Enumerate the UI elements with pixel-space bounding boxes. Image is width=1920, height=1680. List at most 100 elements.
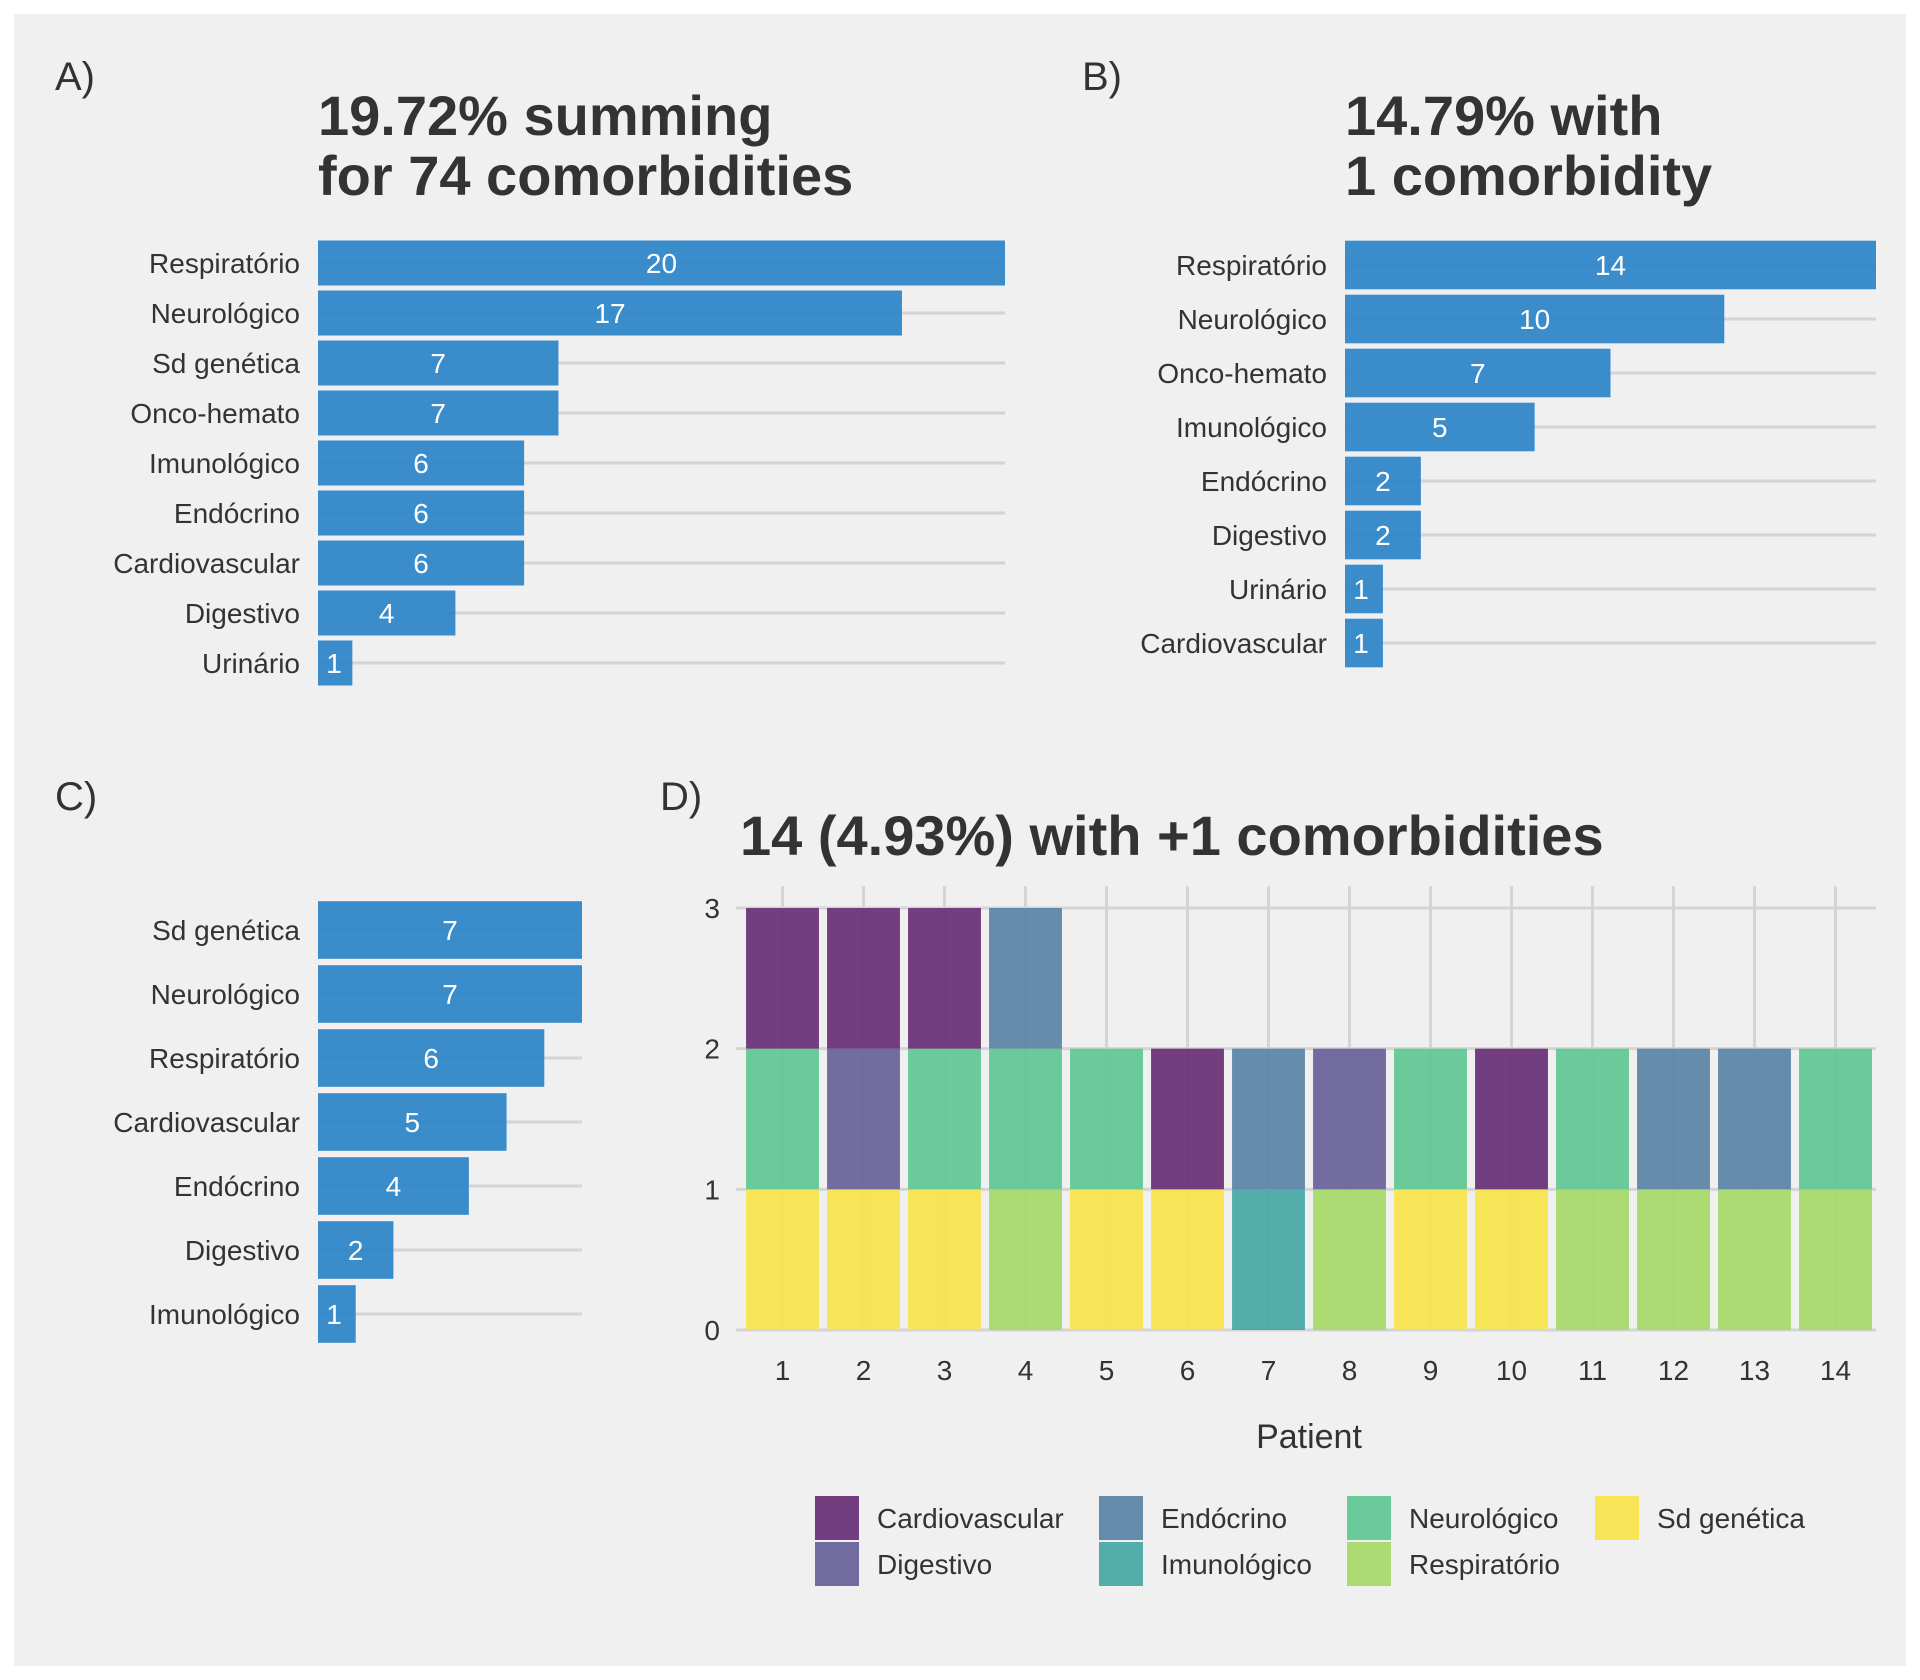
x-tick-label: 7	[1261, 1355, 1277, 1386]
stack-segment	[908, 908, 981, 1049]
stack-segment	[827, 1048, 900, 1190]
stack-segment	[1151, 1048, 1224, 1190]
stack-segment	[1718, 1048, 1791, 1190]
bar	[318, 965, 582, 1023]
bar	[1345, 456, 1421, 506]
data-label: 7	[430, 398, 446, 429]
y-tick-label: 2	[704, 1034, 720, 1065]
bar	[1345, 240, 1876, 290]
bar	[318, 240, 1005, 286]
data-label: 2	[348, 1235, 364, 1266]
panel-2: C) Sd genética 7 Neurológico 7 Respiratório 6 C…	[14, 740, 620, 1666]
data-label: 6	[413, 448, 429, 479]
x-tick-label: 9	[1423, 1355, 1439, 1386]
stack-segment	[1637, 1189, 1710, 1330]
category-label: Respiratório	[149, 248, 300, 279]
chart-title-line: 14.79% with	[1345, 84, 1662, 147]
bar	[1345, 294, 1725, 344]
category-label: Imunológico	[149, 448, 300, 479]
legend-label: Respiratório	[1409, 1549, 1560, 1580]
legend-label: Digestivo	[877, 1549, 992, 1580]
category-label: Respiratório	[1176, 250, 1327, 281]
bar	[318, 490, 525, 536]
chart-title: 14 (4.93%) with +1 comorbidities	[740, 804, 1604, 867]
y-tick-label: 1	[704, 1174, 720, 1205]
stack-segment	[1313, 1189, 1386, 1330]
category-label: Urinário	[1229, 574, 1327, 605]
stack-segment	[746, 908, 819, 1049]
bar	[318, 290, 902, 336]
category-label: Digestivo	[185, 1235, 300, 1266]
bar	[1345, 510, 1421, 560]
stack-segment	[1313, 1048, 1386, 1190]
x-tick-label: 11	[1578, 1355, 1607, 1386]
bar	[1345, 402, 1535, 452]
data-label: 5	[1432, 412, 1448, 443]
chart-title-line: for 74 comorbidities	[318, 144, 853, 207]
category-label: Neurológico	[151, 298, 300, 329]
data-label: 6	[413, 498, 429, 529]
legend-label: Sd genética	[1657, 1503, 1805, 1534]
stack-segment	[908, 1189, 981, 1330]
category-label: Respiratório	[149, 1043, 300, 1074]
bar	[318, 901, 582, 959]
bar	[318, 640, 353, 686]
data-label: 4	[379, 598, 395, 629]
data-label: 10	[1519, 304, 1550, 335]
panel-label: B)	[1082, 55, 1122, 99]
category-label: Endócrino	[174, 498, 300, 529]
data-label: 7	[442, 915, 458, 946]
data-label: 1	[326, 1299, 342, 1330]
panel-label: D)	[660, 775, 702, 819]
x-tick-label: 12	[1658, 1355, 1689, 1386]
stack-segment	[989, 1189, 1062, 1330]
bar	[1345, 564, 1383, 614]
bar	[1345, 618, 1383, 668]
stack-segment	[1394, 1048, 1467, 1190]
stack-segment	[1799, 1189, 1872, 1330]
x-tick-label: 14	[1820, 1355, 1851, 1386]
bar	[318, 590, 456, 636]
stack-segment	[1070, 1189, 1143, 1330]
category-label: Neurológico	[1178, 304, 1327, 335]
data-label: 17	[594, 298, 625, 329]
x-tick-label: 1	[775, 1355, 791, 1386]
stack-segment	[1718, 1189, 1791, 1330]
stack-segment	[746, 1189, 819, 1330]
category-label: Endócrino	[174, 1171, 300, 1202]
stack-segment	[1475, 1189, 1548, 1330]
bar	[318, 390, 559, 436]
legend-label: Imunológico	[1161, 1549, 1312, 1580]
stack-segment	[1151, 1189, 1224, 1330]
data-label: 1	[1353, 628, 1369, 659]
legend-swatch	[1099, 1496, 1143, 1540]
data-label: 1	[1353, 574, 1369, 605]
category-label: Cardiovascular	[113, 548, 300, 579]
stack-segment	[1799, 1048, 1872, 1190]
category-label: Cardiovascular	[1140, 628, 1327, 659]
category-label: Cardiovascular	[113, 1107, 300, 1138]
stack-segment	[1637, 1048, 1710, 1190]
data-label: 5	[404, 1107, 420, 1138]
x-tick-label: 3	[937, 1355, 953, 1386]
data-label: 7	[430, 348, 446, 379]
legend-label: Endócrino	[1161, 1503, 1287, 1534]
chart-title-line: 1 comorbidity	[1345, 144, 1712, 207]
panel-background	[14, 740, 620, 1666]
category-label: Sd genética	[152, 348, 300, 379]
legend-swatch	[1099, 1542, 1143, 1586]
panel-label: C)	[55, 775, 97, 819]
category-label: Digestivo	[185, 598, 300, 629]
category-label: Imunológico	[149, 1299, 300, 1330]
legend-swatch	[815, 1496, 859, 1540]
stack-segment	[1556, 1189, 1629, 1330]
stack-segment	[1070, 1048, 1143, 1190]
bar	[318, 1221, 394, 1279]
stack-segment	[989, 908, 1062, 1049]
data-label: 14	[1595, 250, 1626, 281]
panel-label: A)	[55, 55, 95, 99]
chart-title-line: 19.72% summing	[318, 84, 772, 147]
